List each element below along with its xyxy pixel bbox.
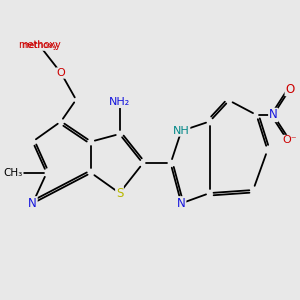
Text: O: O <box>57 68 65 78</box>
Text: NH₂: NH₂ <box>109 98 130 107</box>
Text: S: S <box>116 187 123 200</box>
Text: N: N <box>28 197 37 210</box>
Text: O⁻: O⁻ <box>283 136 297 146</box>
Text: O: O <box>285 82 295 95</box>
Text: CH₃: CH₃ <box>4 168 23 178</box>
Text: methoxy: methoxy <box>21 41 58 50</box>
Text: methoxy: methoxy <box>18 40 61 50</box>
Text: N: N <box>177 197 186 210</box>
Text: N: N <box>269 108 278 122</box>
Text: NH: NH <box>173 126 190 136</box>
